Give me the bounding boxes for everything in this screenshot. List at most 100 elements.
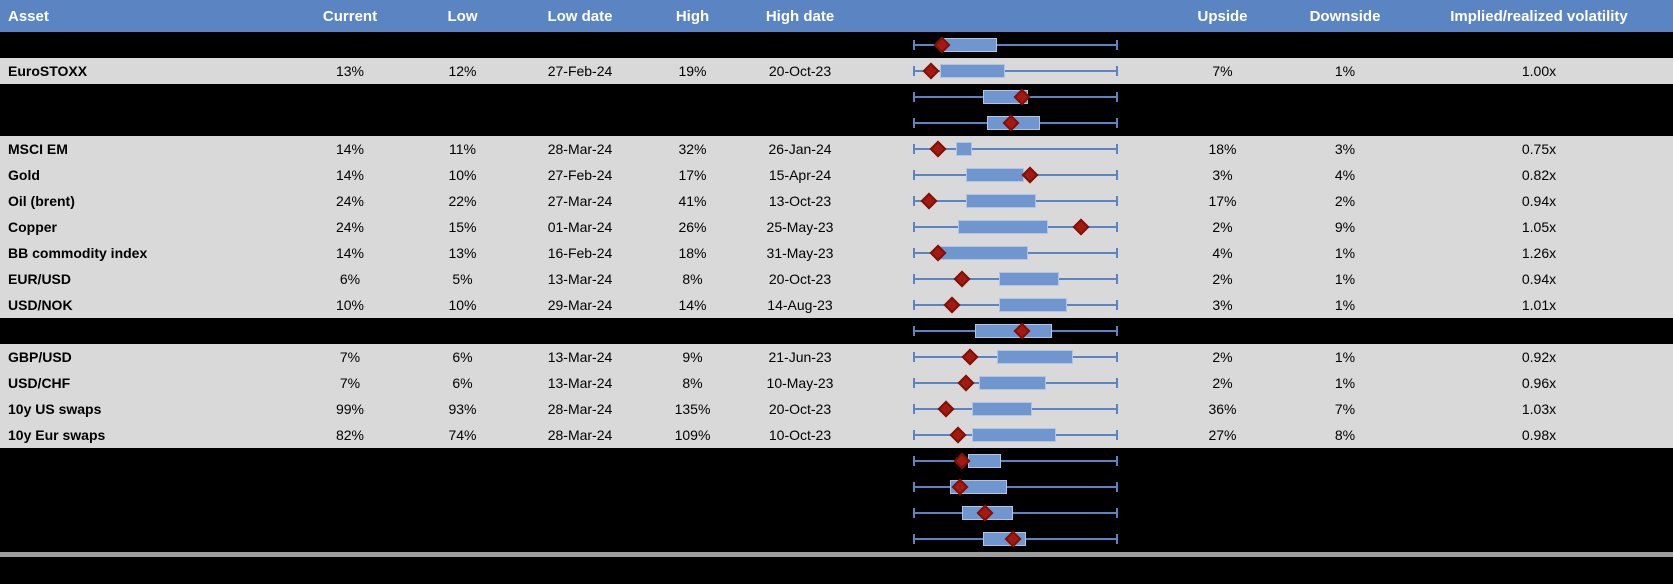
implied-realized-cell: 0.94x [1521,271,1557,287]
whisker-cap-left-icon [913,326,915,336]
current-cell: 7% [339,349,361,365]
whisker-line-icon [913,512,1118,514]
iqr-box [999,298,1067,312]
boxplot-track [913,318,1118,344]
iqr-box [978,376,1047,390]
table-header: Asset Current Low Low date High High dat… [0,0,1673,32]
whisker-cap-right-icon [1116,456,1118,466]
current-cell: 10% [335,297,365,313]
high-date-cell: 20-Oct-23 [768,271,832,287]
upside-cell: 4% [1212,245,1233,261]
current-cell: 14% [335,245,365,261]
whisker-cap-left-icon [913,40,915,50]
whisker-cap-left-icon [913,222,915,232]
high-cell: 17% [678,167,707,183]
asset-cell: MSCI EM [8,141,68,157]
high-date-cell: 21-Jun-23 [768,349,832,365]
boxplot-cell [860,188,1160,214]
whisker-cap-left-icon [913,300,915,310]
low-cell: 22% [448,193,477,209]
table-row: EUR/USD 6% 5% 13-Mar-24 8% 20-Oct-23 2% … [0,266,1673,292]
low-cell: 11% [449,141,476,157]
whisker-cap-right-icon [1116,482,1118,492]
asset-cell: 10y Eur swaps [8,427,106,443]
whisker-cap-right-icon [1116,92,1118,102]
high-date-cell: 13-Oct-23 [768,193,832,209]
boxplot-track [913,370,1118,396]
whisker-cap-right-icon [1116,352,1118,362]
boxplot-cell [860,318,1160,344]
low-date-cell: 28-Mar-24 [547,401,613,417]
downside-cell: 2% [1334,193,1356,209]
current-marker-diamond-icon [937,400,955,418]
whisker-line-icon [913,44,1118,46]
table-row [0,448,1673,474]
iqr-box [997,350,1073,364]
upside-cell: 3% [1212,297,1233,313]
table-row [0,474,1673,500]
asset-cell: USD/CHF [8,375,71,391]
current-marker-diamond-icon [943,296,961,314]
downside-cell: 1% [1334,271,1356,287]
whisker-cap-left-icon [913,118,915,128]
asset-cell: Oil (brent) [8,193,75,209]
boxplot-track [913,110,1118,136]
iqr-box [966,194,1036,208]
boxplot-track [913,292,1118,318]
boxplot-cell [860,422,1160,448]
boxplot-cell [860,526,1160,552]
boxplot-track [913,32,1118,58]
current-cell: 13% [335,63,365,79]
boxplot-cell [860,370,1160,396]
table-row: GBP/USD 7% 6% 13-Mar-24 9% 21-Jun-23 2% … [0,344,1673,370]
table-row: USD/NOK 10% 10% 29-Mar-24 14% 14-Aug-23 … [0,292,1673,318]
boxplot-cell [860,84,1160,110]
low-date-cell: 27-Feb-24 [547,167,613,183]
low-cell: 10% [448,297,477,313]
boxplot-track [913,266,1118,292]
whisker-cap-right-icon [1116,66,1118,76]
asset-cell: Gold [8,167,40,183]
boxplot-cell [860,110,1160,136]
whisker-cap-left-icon [913,144,915,154]
table-row [0,318,1673,344]
column-header-low: Low [447,7,478,25]
implied-realized-cell: 1.03x [1521,401,1557,417]
current-cell: 99% [335,401,365,417]
low-date-cell: 29-Mar-24 [547,297,613,313]
boxplot-track [913,214,1118,240]
whisker-line-icon [913,486,1118,488]
implied-realized-cell: 0.96x [1521,375,1557,391]
low-date-cell: 28-Mar-24 [547,141,613,157]
downside-cell: 4% [1334,167,1356,183]
iqr-box [956,142,973,156]
whisker-cap-left-icon [913,196,915,206]
whisker-line-icon [913,70,1118,72]
boxplot-track [913,58,1118,84]
whisker-line-icon [913,148,1118,150]
implied-realized-cell: 1.01x [1521,297,1557,313]
high-cell: 18% [678,245,707,261]
iqr-box [972,402,1032,416]
whisker-line-icon [913,460,1118,462]
current-cell: 7% [339,375,361,391]
downside-cell: 1% [1334,349,1356,365]
implied-realized-cell: 1.05x [1521,219,1557,235]
whisker-cap-left-icon [913,248,915,258]
boxplot-cell [860,214,1160,240]
whisker-cap-right-icon [1116,378,1118,388]
boxplot-track [913,474,1118,500]
current-cell: 82% [335,427,365,443]
downside-cell: 3% [1334,141,1356,157]
low-cell: 6% [452,349,473,365]
high-cell: 19% [678,63,707,79]
whisker-cap-right-icon [1116,508,1118,518]
whisker-cap-right-icon [1116,404,1118,414]
asset-cell: EuroSTOXX [8,63,88,79]
implied-realized-cell: 0.75x [1521,141,1557,157]
low-cell: 13% [448,245,477,261]
whisker-cap-left-icon [913,456,915,466]
table-row: USD/CHF 7% 6% 13-Mar-24 8% 10-May-23 2% … [0,370,1673,396]
boxplot-track [913,162,1118,188]
